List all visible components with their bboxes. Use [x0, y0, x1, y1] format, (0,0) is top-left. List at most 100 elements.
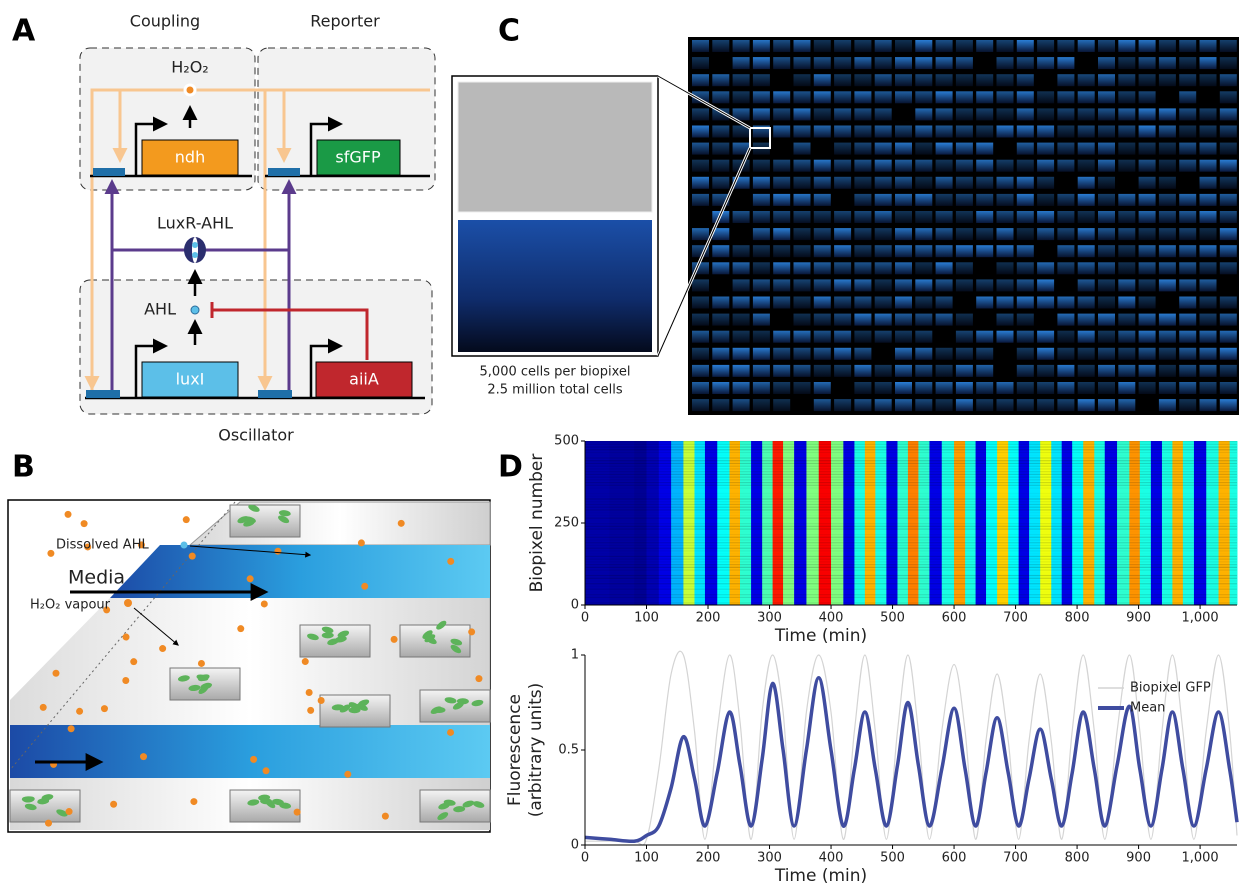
h2o2-dot: [475, 675, 482, 682]
h2o2-dot: [247, 575, 254, 582]
biopixel-image: [753, 160, 770, 172]
panel-label: D: [498, 450, 523, 485]
device-label: H₂O₂ vapour: [30, 598, 111, 613]
biopixel-image: [915, 74, 932, 86]
biopixel-image: [976, 126, 993, 138]
biopixel-image: [875, 160, 892, 172]
biopixel-image: [1078, 262, 1095, 274]
biopixel-image: [854, 40, 871, 52]
biopixel-image: [794, 108, 811, 120]
biopixel-image: [936, 314, 953, 326]
biopixel-image: [1078, 279, 1095, 291]
biopixel-image: [1017, 382, 1034, 394]
h2o2-dot: [274, 548, 281, 555]
gene-label: sfGFP: [335, 148, 381, 167]
biopixel-image: [875, 194, 892, 206]
biopixel-image: [1098, 279, 1115, 291]
biopixel-image: [895, 245, 912, 257]
biopixel-image: [1078, 331, 1095, 343]
biopixel-image: [1037, 160, 1054, 172]
biopixel-image: [936, 57, 953, 69]
biopixel-image: [875, 57, 892, 69]
biopixel-image: [1037, 262, 1054, 274]
y-tick-label: 500: [554, 434, 579, 449]
x-tick-label: 600: [942, 611, 967, 626]
biopixel-image: [773, 160, 790, 172]
biopixel-image: [814, 382, 831, 394]
biopixel-image: [854, 279, 871, 291]
biopixel-image: [956, 126, 973, 138]
biopixel-image: [1098, 314, 1115, 326]
biopixel-image: [794, 314, 811, 326]
biopixel-image: [834, 40, 851, 52]
biopixel-image: [875, 365, 892, 377]
row-texture: [585, 441, 1237, 442]
h2o2-dot: [52, 670, 59, 677]
biopixel-image: [794, 228, 811, 240]
row-texture: [585, 482, 1237, 483]
row-texture: [585, 542, 1237, 543]
h2o2-dot: [294, 809, 301, 816]
biopixel-image: [1179, 228, 1196, 240]
row-texture: [585, 471, 1237, 472]
biopixel-image: [773, 348, 790, 360]
biopixel-image: [956, 194, 973, 206]
biopixel-image: [1078, 382, 1095, 394]
biopixel-image: [1159, 194, 1176, 206]
h2o2-dot: [198, 660, 205, 667]
row-texture: [585, 515, 1237, 516]
biopixel-image: [997, 211, 1014, 223]
biopixel-image: [1037, 297, 1054, 309]
biopixel-image: [1057, 348, 1074, 360]
biopixel-image: [773, 126, 790, 138]
biopixel-image: [733, 211, 750, 223]
biopixel-image: [1159, 40, 1176, 52]
h2o2-dot: [68, 725, 75, 732]
biopixel-image: [1200, 365, 1217, 377]
h2o2-dot: [189, 553, 196, 560]
biopixel-image: [1118, 245, 1135, 257]
biopixel-image: [733, 348, 750, 360]
biopixel-image: [895, 399, 912, 411]
biopixel-image: [936, 297, 953, 309]
biopixel-image: [1200, 399, 1217, 411]
h2o2-dot: [468, 628, 475, 635]
biopixel-image: [1118, 108, 1135, 120]
biopixel-image: [733, 262, 750, 274]
x-tick-label: 100: [634, 851, 659, 866]
biopixel-image: [1220, 194, 1237, 206]
biopixel-image: [956, 245, 973, 257]
row-texture: [585, 468, 1237, 469]
biopixel-image: [1139, 314, 1156, 326]
biopixel-image: [1159, 211, 1176, 223]
row-texture: [585, 564, 1237, 565]
biopixel-image: [1098, 262, 1115, 274]
caption: 2.5 million total cells: [487, 383, 622, 398]
legend-label: Biopixel GFP: [1130, 681, 1211, 696]
biopixel-image: [773, 331, 790, 343]
row-texture: [585, 457, 1237, 458]
biopixel-image: [1200, 108, 1217, 120]
biopixel-image: [854, 348, 871, 360]
biopixel-image: [895, 40, 912, 52]
biopixel-image: [1220, 331, 1237, 343]
biopixel-image: [753, 365, 770, 377]
biopixel-image: [997, 177, 1014, 189]
biopixel-image: [1159, 382, 1176, 394]
module-label: Reporter: [310, 12, 380, 31]
biopixel-image: [1017, 177, 1034, 189]
biopixel-image: [834, 279, 851, 291]
y-tick-label: 250: [554, 516, 579, 531]
biopixel-image: [1098, 177, 1115, 189]
biopixel-image: [834, 108, 851, 120]
row-texture: [585, 539, 1237, 540]
biopixel-image: [1037, 57, 1054, 69]
biopixel-image: [1037, 348, 1054, 360]
legend-label: Mean: [1130, 701, 1165, 716]
biopixel-image: [1118, 211, 1135, 223]
h2o2-dot: [263, 767, 270, 774]
biopixel-image: [692, 40, 709, 52]
h2o2-dot: [159, 645, 166, 652]
x-tick-label: 500: [880, 851, 905, 866]
biopixel-image: [1017, 228, 1034, 240]
